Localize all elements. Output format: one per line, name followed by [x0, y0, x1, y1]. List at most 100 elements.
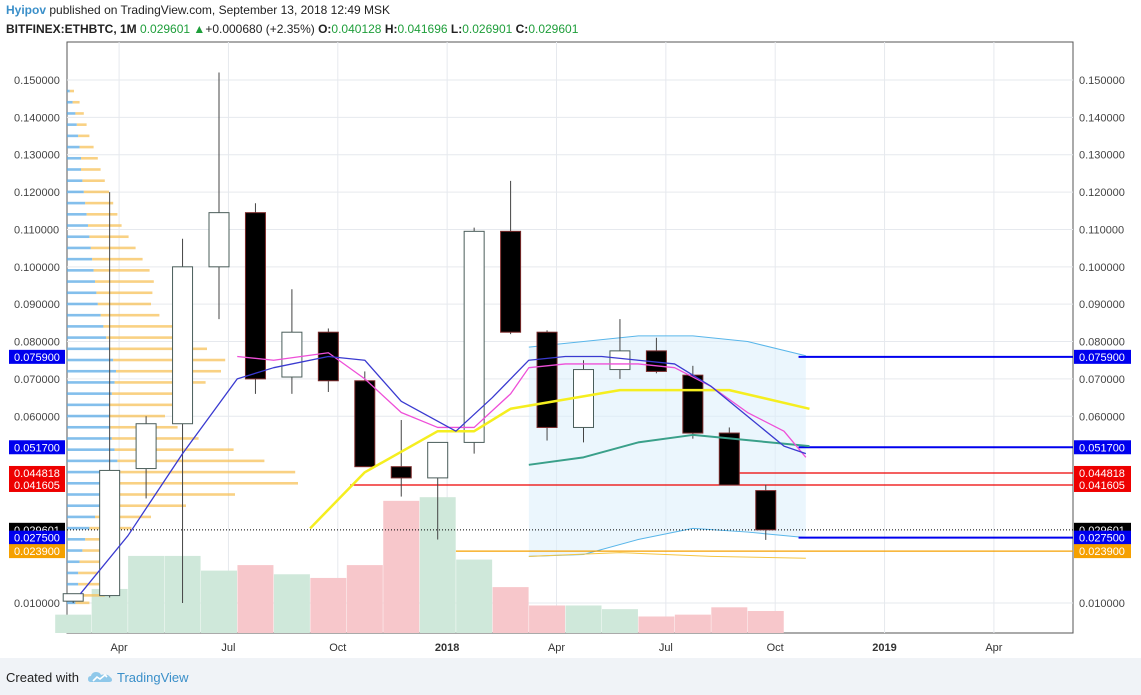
volume-profile-bar-orange	[102, 504, 186, 508]
level-badge-right	[1074, 440, 1131, 455]
volume-profile-bar-orange	[82, 549, 108, 552]
volume-profile-bar-blue	[67, 112, 76, 115]
volume-profile-bar-blue	[67, 280, 95, 283]
volume-profile-bar-blue	[67, 190, 84, 194]
author-name[interactable]: Hyipov	[6, 3, 47, 17]
volume-profile-bar-orange	[76, 123, 87, 126]
volume-profile-bar-blue	[67, 325, 104, 328]
volume-profile-bar-orange	[86, 213, 118, 216]
volume-profile-bar-orange	[72, 100, 80, 104]
volume-profile-bar-blue	[67, 213, 87, 216]
y-axis-label-left: 0.110000	[14, 224, 59, 236]
level-badge-right-text: 0.075900	[1079, 352, 1125, 364]
candle-body	[62, 593, 84, 602]
volume-profile-bar-blue	[67, 437, 112, 440]
level-badge-left-text: 0.051700	[14, 442, 60, 454]
volume-bar	[383, 500, 420, 633]
volume-profile-bar-orange	[79, 560, 101, 564]
level-badge-left-text: 0.041605	[14, 480, 60, 492]
level-badge-right	[1074, 530, 1131, 545]
tradingview-cloud-icon[interactable]	[87, 669, 113, 685]
x-axis-label: Apr	[111, 642, 128, 654]
volume-profile-bar-blue	[67, 179, 83, 182]
change-arrow-icon: ▲	[193, 22, 206, 36]
level-badge-left	[9, 544, 65, 559]
volume-profile-bar-blue	[67, 313, 101, 317]
volume-profile-bar-orange	[69, 89, 74, 93]
volume-profile-bar-blue	[67, 156, 81, 160]
volume-profile-bar-orange	[81, 168, 101, 171]
volume-profile-bar-blue	[67, 448, 115, 451]
volume-profile-bar-orange	[116, 369, 221, 373]
level-badge-right-text: 0.044818	[1079, 468, 1125, 480]
volume-bar	[674, 614, 711, 633]
y-axis-label-left: 0.080000	[14, 337, 60, 349]
candle-body	[354, 380, 376, 468]
candle-body	[609, 350, 631, 371]
y-axis-label-left: 0.060000	[14, 411, 60, 423]
candle-body	[172, 266, 194, 425]
price-chart[interactable]: Apr Jul Oct 2018 Apr Jul Oct 2019 Apr 0.150000 0.1…	[0, 0, 1141, 660]
x-axis-label: 2019	[872, 642, 896, 654]
high-label: H:	[384, 22, 398, 36]
volume-profile-bar-blue	[67, 481, 116, 485]
level-badge-right	[1074, 349, 1131, 364]
volume-profile-bar-blue	[67, 459, 118, 463]
created-with-text: Created with	[6, 670, 79, 685]
level-badge-left	[9, 477, 65, 492]
y-axis-label-left: 0.130000	[14, 150, 60, 162]
volume-profile-bar-orange	[93, 269, 150, 272]
volume-profile-bar-orange	[109, 493, 235, 496]
volume-profile-bar-orange	[95, 280, 154, 283]
volume-bar	[310, 577, 347, 633]
volume-profile-bar-blue	[67, 224, 88, 227]
publish-info: published on TradingView.com, September …	[49, 3, 391, 17]
y-axis-label-right: 0.090000	[1079, 299, 1125, 311]
level-badge-right-text: 0.041605	[1079, 480, 1125, 492]
candle-body	[536, 331, 558, 428]
volume-profile-bar-orange	[92, 257, 143, 261]
volume-profile-bar-blue	[67, 515, 95, 519]
volume-profile-bar-orange	[78, 582, 101, 586]
volume-profile-bar-blue	[67, 403, 109, 407]
volume-profile-bar-blue	[67, 493, 109, 496]
low-label: L:	[450, 22, 463, 36]
level-badge-left-text: 0.027500	[14, 533, 60, 545]
candle-body	[500, 230, 522, 333]
volume-profile-bar-orange	[81, 156, 98, 160]
volume-bar	[346, 565, 383, 633]
volume-profile-bar-orange	[116, 481, 298, 485]
y-axis-label-left: 0.140000	[14, 112, 60, 124]
y-axis-label-left: 0.010000	[14, 598, 60, 610]
volume-profile-bar-orange	[75, 112, 84, 115]
x-axis-label: Jul	[659, 642, 673, 654]
volume-profile-bar-blue	[67, 302, 98, 306]
volume-profile-bar-orange	[90, 246, 136, 250]
volume-profile-bar-orange	[85, 201, 114, 205]
volume-profile-bar-blue	[67, 392, 112, 395]
candle-body	[135, 423, 157, 470]
volume-profile-bar-blue	[67, 504, 102, 508]
level-badge-left-text: 0.075900	[14, 352, 60, 364]
y-axis-label-right: 0.140000	[1079, 112, 1125, 124]
y-axis-label-right: 0.070000	[1079, 374, 1125, 386]
tradingview-link[interactable]: TradingView	[117, 670, 189, 685]
volume-profile-bar-orange	[109, 403, 172, 407]
volume-profile-bar-orange	[114, 448, 234, 451]
volume-bar	[492, 587, 529, 633]
magenta-moving-average	[237, 352, 807, 458]
candle-body	[208, 212, 230, 268]
candle-body	[463, 230, 485, 443]
x-axis-label: Oct	[767, 642, 784, 654]
last-price: 0.029601	[140, 22, 191, 36]
level-badge-left	[9, 465, 65, 480]
symbol-header: BITFINEX:ETHBTC, 1M 0.029601 ▲+0.000680 …	[6, 22, 578, 36]
volume-bar	[201, 570, 237, 633]
volume-profile-bar-blue	[67, 336, 107, 339]
volume-profile-bar-blue	[67, 538, 86, 541]
x-axis-label: 2018	[435, 642, 459, 654]
y-axis-label-right: 0.150000	[1079, 75, 1125, 87]
volume-profile-bar-orange	[83, 190, 109, 194]
y-axis-label-right: 0.120000	[1079, 187, 1125, 199]
volume-profile-bar-blue	[67, 246, 91, 250]
